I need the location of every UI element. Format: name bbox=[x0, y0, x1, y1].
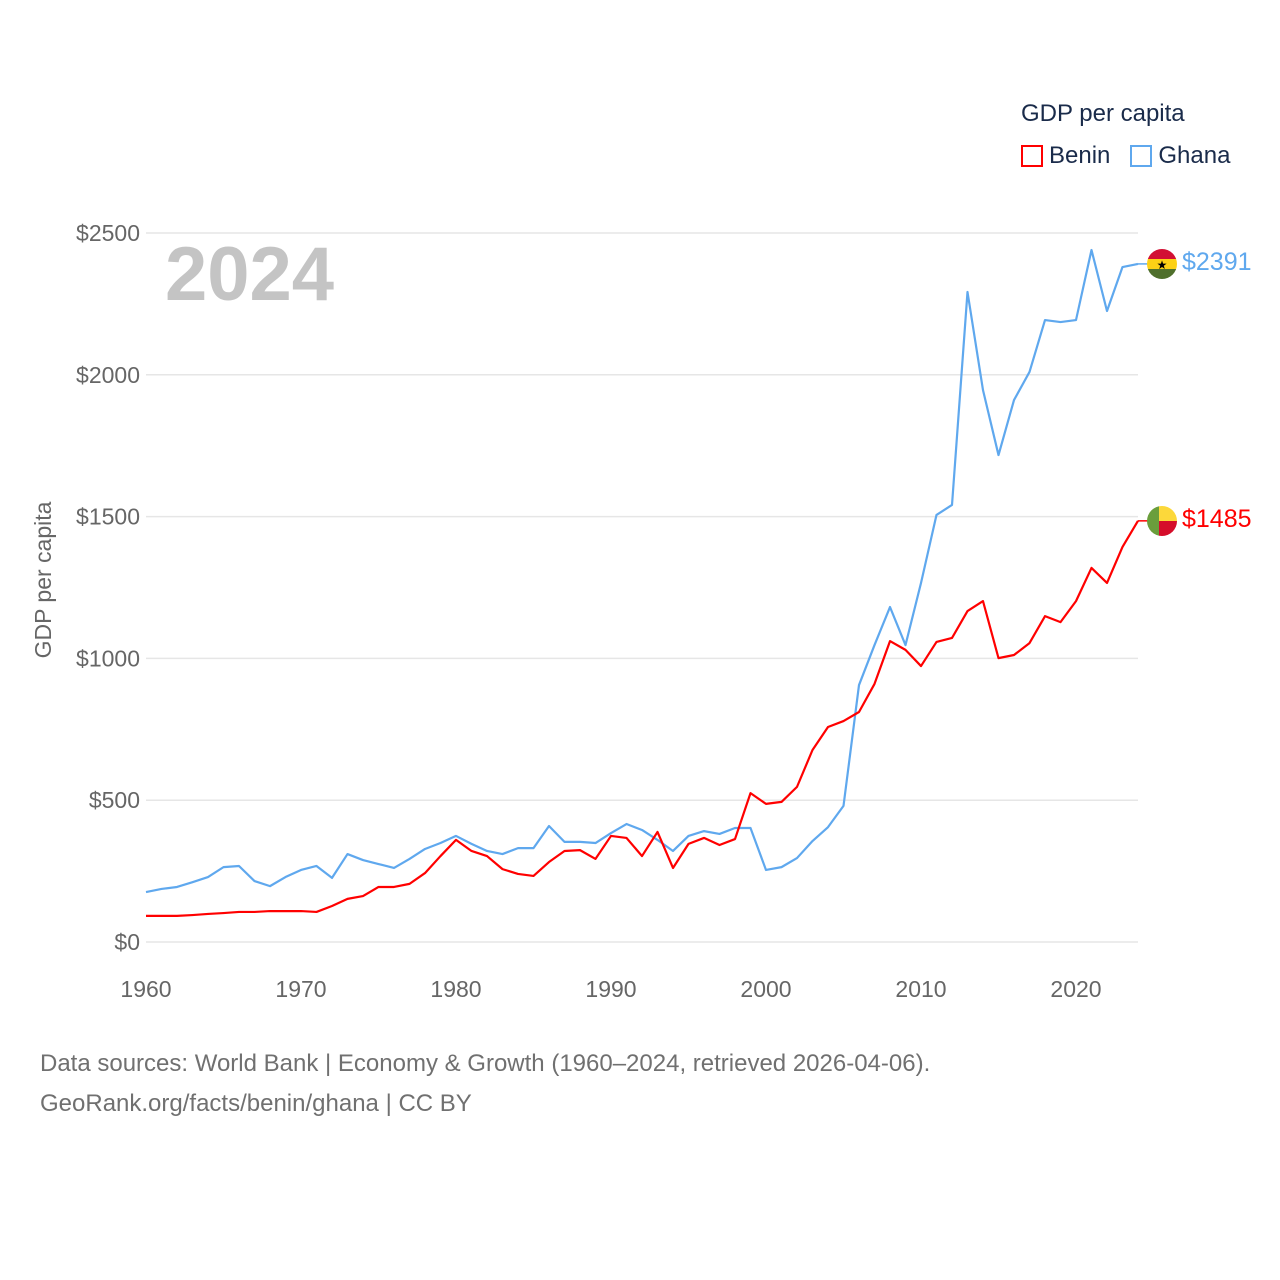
legend-item-ghana[interactable]: Ghana bbox=[1130, 142, 1230, 170]
y-tick-label: $0 bbox=[114, 929, 140, 955]
y-tick-label: $500 bbox=[89, 787, 140, 813]
data-source-text: Data sources: World Bank | Economy & Gro… bbox=[40, 1050, 931, 1077]
ghana-flag-icon: ★ bbox=[1147, 249, 1177, 279]
y-tick-label: $2000 bbox=[76, 362, 140, 388]
benin-swatch bbox=[1021, 145, 1043, 167]
x-tick-label: 2010 bbox=[895, 976, 946, 1002]
series-line-ghana bbox=[145, 248, 1139, 894]
x-tick-label: 2020 bbox=[1050, 976, 1101, 1002]
series-line-benin bbox=[146, 520, 1139, 918]
ghana-end-label: $2391 bbox=[1182, 248, 1252, 276]
year-watermark: 2024 bbox=[165, 232, 334, 317]
legend-label-ghana: Ghana bbox=[1158, 142, 1231, 169]
y-tick-label: $1000 bbox=[76, 645, 140, 671]
legend-title: GDP per capita bbox=[1021, 100, 1185, 127]
ghana-swatch bbox=[1130, 145, 1153, 167]
source-link[interactable]: GeoRank.org/facts/benin/ghana | CC BY bbox=[40, 1090, 472, 1117]
x-tick-label: 1980 bbox=[430, 976, 481, 1002]
x-tick-label: 2000 bbox=[740, 976, 791, 1002]
x-tick-label: 1990 bbox=[585, 976, 636, 1002]
benin-end-label: $1485 bbox=[1182, 505, 1252, 533]
legend-item-benin[interactable]: Benin bbox=[1021, 142, 1110, 170]
svg-text:★: ★ bbox=[1157, 258, 1168, 272]
x-tick-label: 1970 bbox=[275, 976, 326, 1002]
legend: Benin Ghana bbox=[1021, 142, 1230, 170]
x-tick-label: 1960 bbox=[120, 976, 171, 1002]
legend-label-benin: Benin bbox=[1049, 142, 1111, 169]
y-tick-label: $2500 bbox=[76, 220, 140, 246]
y-tick-label: $1500 bbox=[76, 504, 140, 530]
benin-flag-icon bbox=[1147, 506, 1177, 536]
footer: Data sources: World Bank | Economy & Gro… bbox=[40, 1044, 930, 1124]
gdp-line-chart: $0 $500 $1000 $1500 $2000 $2500 1960 1970 1980 19… bbox=[30, 220, 1252, 1002]
y-axis-label: GDP per capita bbox=[30, 501, 56, 658]
